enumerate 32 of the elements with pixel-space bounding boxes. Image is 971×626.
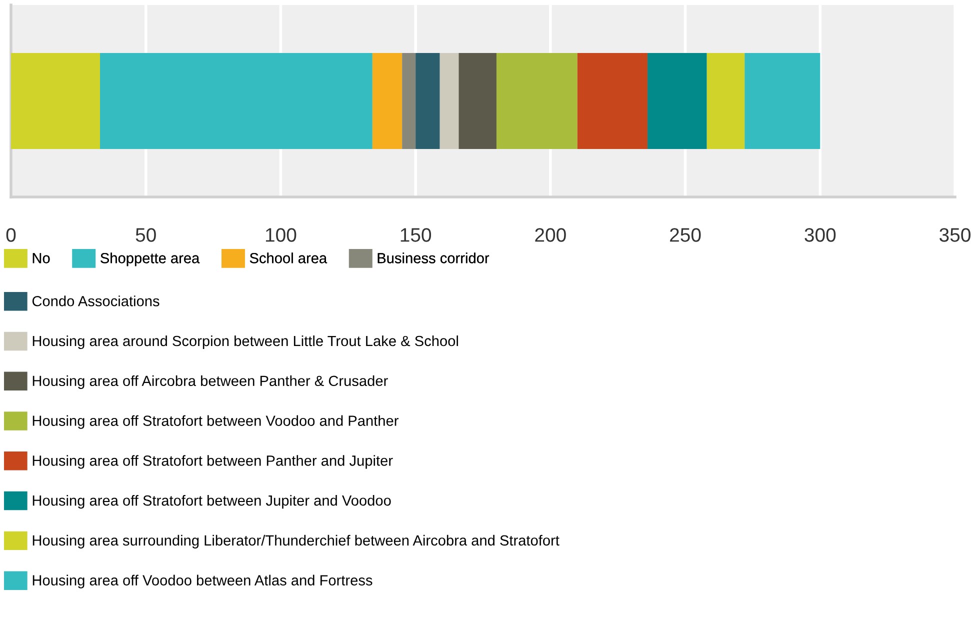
legend-label: Shoppette area xyxy=(100,252,200,266)
bar xyxy=(577,53,648,149)
x-tick-label: 250 xyxy=(670,228,701,242)
x-tick-label: 350 xyxy=(940,228,970,242)
x-tick-label: 300 xyxy=(804,228,836,242)
bar xyxy=(372,53,402,149)
legend-label: Housing area off Stratofort between Panther and Jupiter xyxy=(32,455,393,469)
legend-label: Business corridor xyxy=(378,252,490,264)
x-tick-label: 150 xyxy=(400,228,432,242)
bar xyxy=(11,53,100,149)
legend-label: Housing area around Scorpion between Little Trout Lake & School xyxy=(32,335,458,350)
bar xyxy=(402,53,416,149)
x-tick-label: 50 xyxy=(136,228,156,242)
bar xyxy=(416,53,440,149)
legend-label: Housing area surrounding Liberator/Thunderchief between Aircobra and Stratofort xyxy=(32,534,560,548)
x-tick-label: 0 xyxy=(6,228,16,242)
legend-label: Housing area off Aircobra between Panther & Crusader xyxy=(32,375,388,389)
legend-label: Condo Associations xyxy=(32,296,160,306)
legend-label: Housing area off Stratofort between Jupiter and Voodoo xyxy=(32,495,391,509)
bar xyxy=(458,53,496,149)
x-tick-label: 100 xyxy=(266,228,296,242)
bar xyxy=(496,53,578,149)
bar xyxy=(100,53,372,149)
legend-label: No xyxy=(32,253,50,264)
legend-label: School area xyxy=(250,252,328,264)
bar xyxy=(706,53,745,149)
legend-label: Housing area off Voodoo between Atlas and Fortress xyxy=(32,574,372,588)
bar xyxy=(648,53,707,149)
bar xyxy=(440,53,459,149)
x-tick-label: 200 xyxy=(535,228,566,242)
legend-label: Housing area off Stratofort between Voodoo and Panther xyxy=(32,415,398,429)
bar xyxy=(744,53,820,149)
